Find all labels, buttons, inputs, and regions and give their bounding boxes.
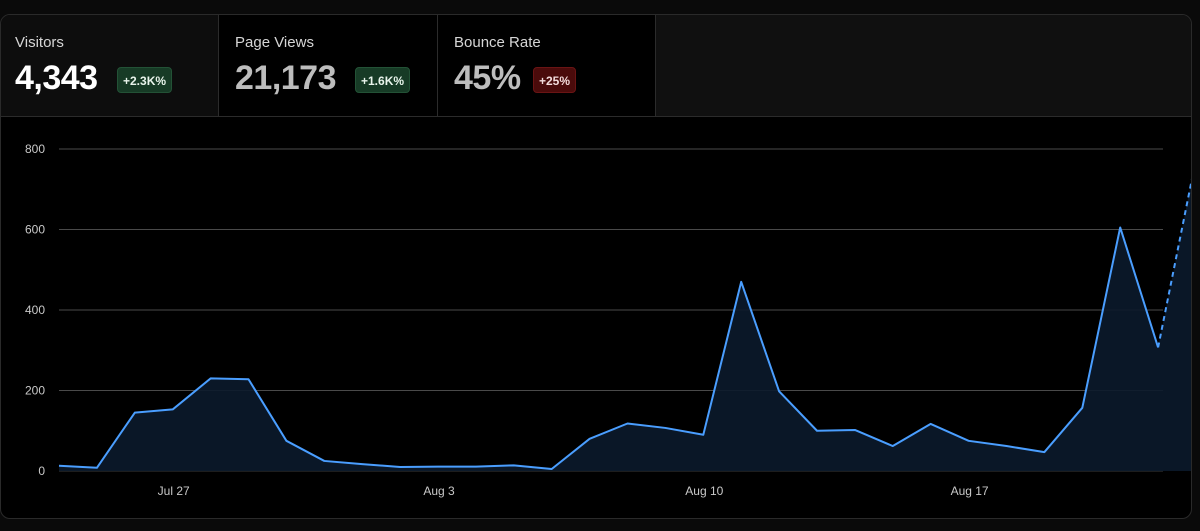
data-point[interactable] [281,436,291,446]
data-point[interactable] [168,404,178,414]
data-point[interactable] [244,374,254,384]
data-point[interactable] [395,462,405,472]
visitors-line-chart[interactable]: 0 200 400 600 800 Jul 27 Aug 3 Aug 10 Aug 17 [1,117,1192,519]
data-point[interactable] [585,434,595,444]
y-tick-label: 600 [25,223,45,237]
data-point[interactable] [964,436,974,446]
data-point[interactable] [206,373,216,383]
metric-page-views[interactable]: Page Views 21,173 +1.6K% [219,15,438,116]
x-tick-label: Aug 17 [951,484,989,498]
analytics-panel: Visitors 4,343 +2.3K% Page Views 21,173 … [0,14,1192,519]
x-tick-label: Jul 27 [158,484,190,498]
data-point[interactable] [1077,403,1087,413]
data-point[interactable] [736,277,746,287]
change-badge: +2.3K% [117,67,173,93]
metric-visitors[interactable]: Visitors 4,343 +2.3K% [1,15,219,116]
data-point[interactable] [547,464,557,474]
metric-label: Visitors [15,34,64,51]
metrics-row: Visitors 4,343 +2.3K% Page Views 21,173 … [1,15,1191,117]
metric-value: 4,343 [15,59,98,97]
data-point[interactable] [471,462,481,472]
change-badge: +1.6K% [355,67,411,93]
data-point[interactable] [698,430,708,440]
metric-value: 45% [454,59,521,97]
data-point[interactable] [926,419,936,429]
area-fill [59,183,1191,471]
data-point[interactable] [357,459,367,469]
data-point[interactable] [850,425,860,435]
metric-label: Page Views [235,34,314,51]
metric-value: 21,173 [235,59,337,97]
y-tick-label: 800 [25,142,45,156]
data-point[interactable] [92,463,102,473]
data-point[interactable] [812,426,822,436]
y-tick-label: 400 [25,303,45,317]
data-point[interactable] [1153,342,1163,352]
y-tick-label: 0 [38,464,45,478]
metric-placeholder [656,15,1191,116]
data-point[interactable] [433,462,443,472]
data-point[interactable] [623,419,633,429]
data-point[interactable] [1039,447,1049,457]
projected-line [1157,178,1191,348]
data-point[interactable] [54,461,64,471]
data-point[interactable] [130,408,140,418]
change-badge: +25% [533,67,577,93]
x-tick-label: Aug 10 [685,484,723,498]
metric-label: Bounce Rate [454,34,541,51]
data-point[interactable] [660,423,670,433]
data-point[interactable] [319,456,329,466]
metric-bounce-rate[interactable]: Bounce Rate 45% +25% [438,15,656,116]
data-point[interactable] [888,441,898,451]
y-tick-label: 200 [25,384,45,398]
series-line [58,226,1160,470]
data-point[interactable] [1002,441,1012,451]
data-point[interactable] [509,460,519,470]
data-point[interactable] [1115,222,1125,232]
data-point[interactable] [774,386,784,396]
x-tick-label: Aug 3 [423,484,455,498]
